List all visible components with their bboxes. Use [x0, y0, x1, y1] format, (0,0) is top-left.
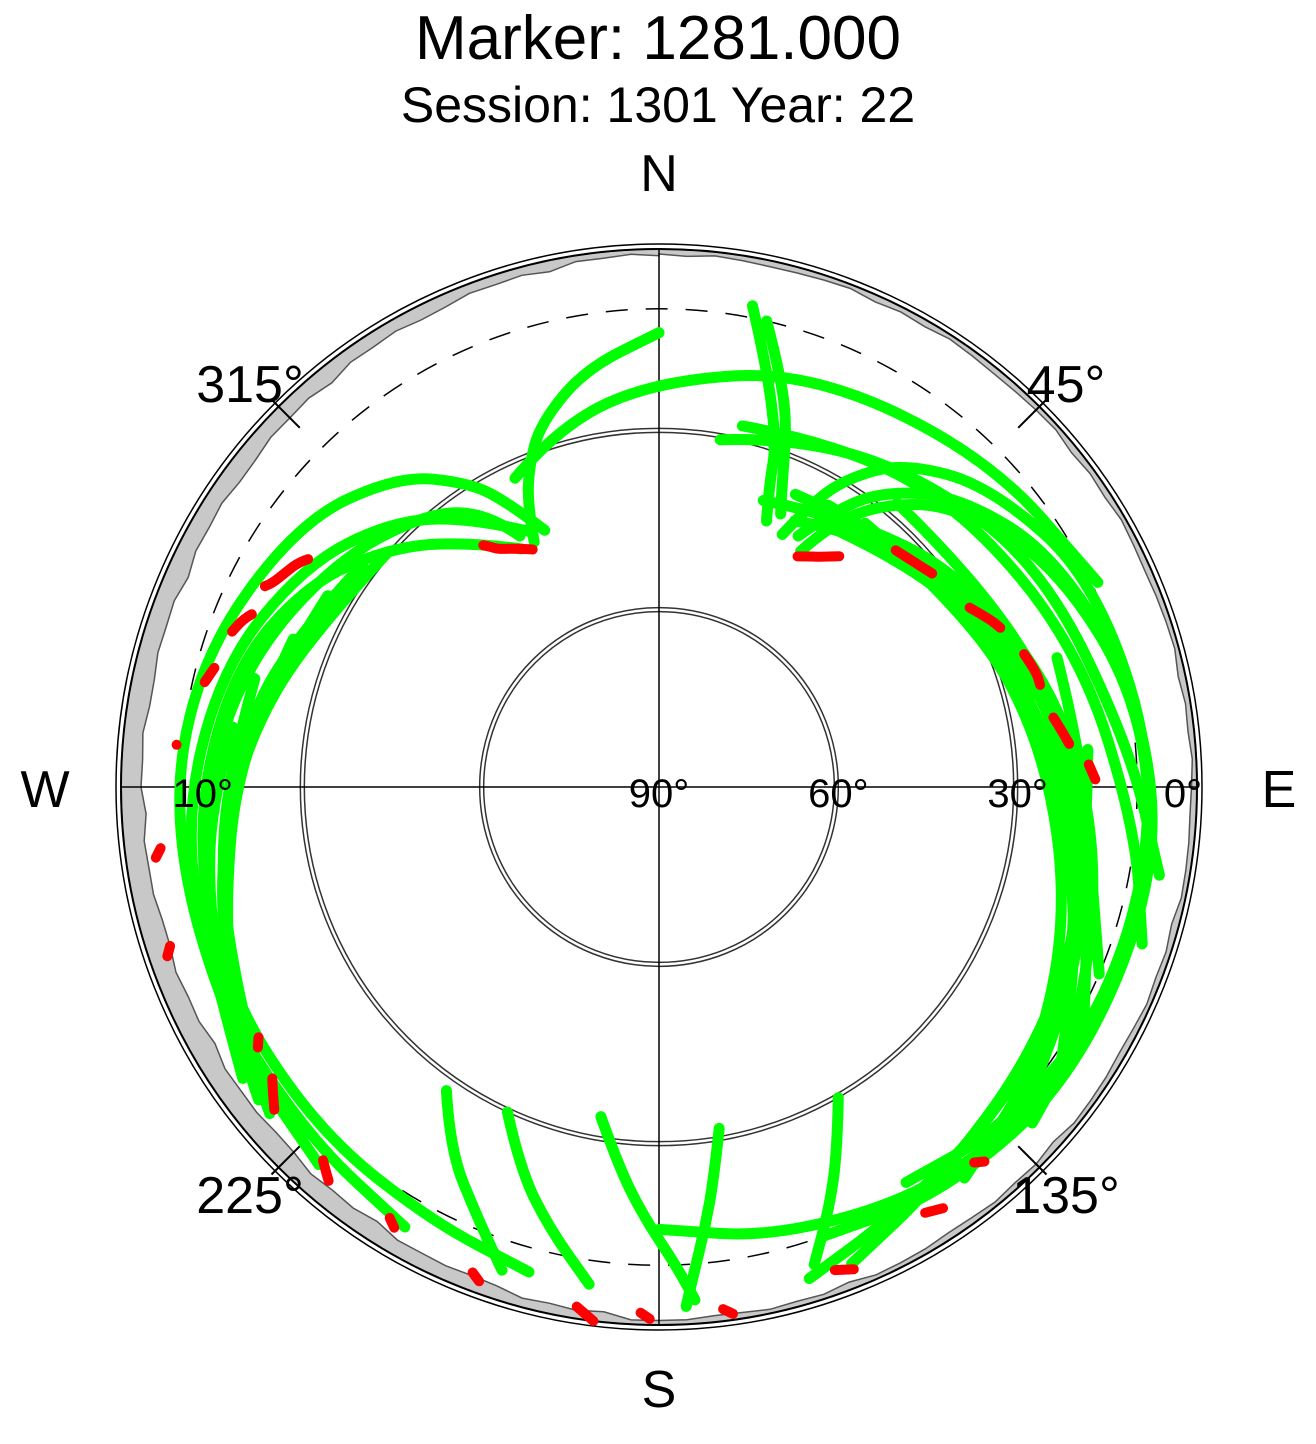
rejected-point [171, 739, 182, 750]
azimuth-label-45: 45° [1027, 356, 1106, 414]
azimuth-tick-135 [1017, 1145, 1048, 1176]
rejected-track [478, 540, 538, 555]
rejected-track [227, 609, 257, 637]
valid-track [747, 300, 780, 527]
rejected-track [150, 843, 166, 863]
rejected-track [920, 1203, 949, 1218]
elevation-label-30: 30° [987, 772, 1048, 816]
compass-east: E [1262, 761, 1297, 819]
valid-track [174, 473, 551, 1171]
valid-track [680, 1122, 725, 1312]
valid-track [440, 1085, 508, 1276]
azimuth-tick-45 [1017, 398, 1048, 429]
elevation-label-10: 10° [173, 772, 234, 816]
azimuth-tick-225 [270, 1145, 301, 1176]
rejected-track [1019, 649, 1046, 690]
azimuth-tick-315 [270, 398, 301, 429]
rejected-track [635, 1307, 655, 1324]
compass-north: N [640, 145, 678, 203]
rejected-track [718, 1304, 738, 1319]
valid-track [197, 538, 535, 1278]
compass-south: S [642, 1361, 677, 1419]
valid-track [803, 934, 1086, 1285]
rejected-track [829, 1264, 859, 1276]
chart-subtitle: Session: 1301 Year: 22 [400, 77, 916, 133]
rejected-track [1083, 759, 1101, 785]
valid-track [761, 315, 791, 520]
valid-track [501, 1106, 595, 1290]
valid-track [595, 1111, 701, 1306]
valid-track [217, 673, 263, 1074]
rejected-track [890, 545, 938, 579]
rejected-track [199, 662, 220, 688]
rejected-track [384, 1212, 400, 1233]
valid-track [509, 369, 1104, 588]
valid-track [736, 420, 1148, 950]
skyplot-labels: N S E W 45° 135° 225° 315° 0° 30° 60° 90° 10° [20, 145, 1296, 1419]
elevation-label-60: 60° [808, 772, 869, 816]
rejected-track [252, 1032, 264, 1053]
chart-title: Marker: 1281.000 [415, 4, 901, 73]
rejected-track [969, 1156, 990, 1168]
rejected-track [162, 940, 176, 962]
rejected-track [571, 1301, 599, 1326]
rejected-track [267, 1073, 280, 1115]
valid-track [808, 1092, 844, 1271]
skyplot-grid [115, 243, 1203, 1331]
valid-track [197, 878, 249, 1084]
azimuth-label-135: 135° [1012, 1167, 1120, 1225]
rejected-track [259, 554, 314, 592]
compass-west: W [20, 761, 69, 819]
valid-track [198, 507, 526, 1102]
azimuth-label-315: 315° [196, 356, 304, 414]
rejected-track [318, 1155, 334, 1186]
elevation-label-0: 0° [1164, 772, 1202, 816]
rejected-track [964, 602, 1006, 633]
valid-track [522, 327, 665, 548]
elevation-label-90: 90° [629, 772, 690, 816]
satellite-tracks [150, 300, 1165, 1326]
rejected-track [467, 1267, 485, 1287]
azimuth-label-225: 225° [196, 1167, 304, 1225]
rejected-track [792, 551, 845, 562]
horizon-ring-outer [115, 243, 1203, 1331]
rejected-track [1048, 712, 1075, 749]
